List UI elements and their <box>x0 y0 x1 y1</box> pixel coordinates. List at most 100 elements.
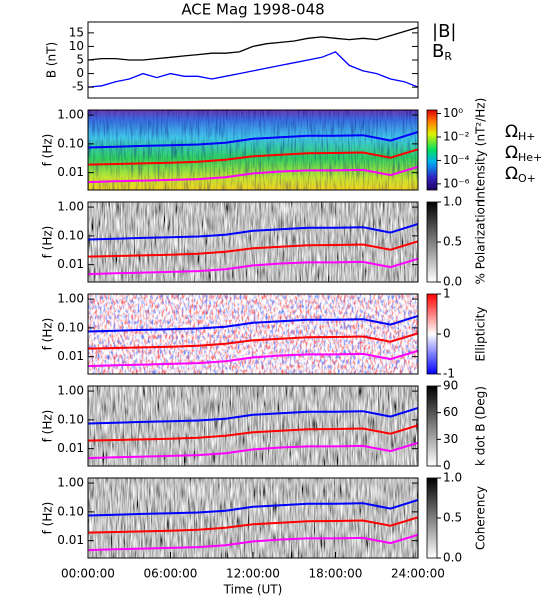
plot-frame <box>87 385 419 467</box>
x-tick-label: 18:00:00 <box>309 567 363 581</box>
gyrofrequency-line <box>88 148 418 166</box>
y-tick-label: 0 <box>76 66 84 80</box>
colorbar-label: % Polarization <box>474 200 488 285</box>
y-tick-label: 15 <box>69 25 84 39</box>
spectrogram-panel: -1 0 1 Ellipticity 1.00 0.10 0.01f (Hz) <box>41 287 488 381</box>
plot-frame <box>87 109 419 191</box>
colorbar-tick-label: 10⁻⁶ <box>443 176 470 190</box>
colorbar <box>426 477 438 559</box>
y-tick-label: 0.01 <box>57 165 84 179</box>
colorbar-tick-label: 0 <box>443 327 451 341</box>
y-axis-label: f (Hz) <box>41 502 55 535</box>
y-tick-label: 0.01 <box>57 441 84 455</box>
gyrofrequency-line <box>88 533 418 552</box>
spectrogram-texture <box>88 202 418 282</box>
y-tick-label: 1.00 <box>57 292 84 306</box>
colorbar <box>426 109 438 191</box>
y-tick-label: 1.00 <box>57 476 84 490</box>
y-tick-label: 0.10 <box>57 228 84 242</box>
y-tick-label: 0.10 <box>57 412 84 426</box>
y-tick-label: -5 <box>72 80 84 94</box>
x-tick-label: 12:00:00 <box>226 567 280 581</box>
colorbar-tick-label: 90 <box>443 379 458 393</box>
y-tick-label: 0.10 <box>57 320 84 334</box>
colorbar <box>426 385 438 467</box>
chart-title: ACE Mag 1998-048 <box>181 1 324 19</box>
y-tick-label: 0.01 <box>57 533 84 547</box>
spectrogram-panel: 10⁰ 10⁻² 10⁻⁴ 10⁻⁶ Intensity (nT²/Hz) ΩH+ΩHe+… <box>41 98 543 203</box>
gyrofrequency-line <box>88 349 418 368</box>
colorbar-label: Intensity (nT²/Hz) <box>474 98 488 203</box>
y-axis-label: B (nT) <box>45 42 59 78</box>
colorbar-label: k dot B (Deg) <box>474 386 488 466</box>
x-axis-label: Time (UT) <box>223 583 283 597</box>
colorbar-tick-label: 10⁻⁴ <box>443 153 470 167</box>
spectrogram-image <box>88 110 418 190</box>
gyrofrequency-line <box>88 498 418 517</box>
colorbar-tick-label: 0.0 <box>443 275 462 289</box>
line <box>88 26 418 61</box>
gyrofrequency-line <box>88 516 418 534</box>
spectrogram-image <box>88 478 418 558</box>
colorbar-tick-label: 60 <box>443 405 458 419</box>
gyrofrequency-line <box>88 257 418 276</box>
spectrogram-panel: 0.0 0.5 1.0 Coherency 1.00 0.10 0.01f (Hz) 00:0… <box>41 471 488 597</box>
y-tick-label: 1.00 <box>57 108 84 122</box>
x-tick-label: 24:00:00 <box>391 567 445 581</box>
legend-label: ΩH+ <box>505 122 536 143</box>
spectrogram-panel: 0.0 0.5 1.0 % Polarization 1.00 0.10 0.01f (Hz… <box>41 195 488 289</box>
gyrofrequency-line <box>88 222 418 241</box>
legend-label: ΩHe+ <box>505 143 542 164</box>
spectrogram-image <box>88 294 418 374</box>
colorbar <box>426 201 438 283</box>
spectrogram-texture <box>88 478 418 558</box>
y-tick-label: 1.00 <box>57 384 84 398</box>
gyrofrequency-line <box>88 240 418 258</box>
spectrogram-texture <box>88 110 418 190</box>
spectrogram-image <box>88 202 418 282</box>
y-tick-label: 0.01 <box>57 349 84 363</box>
colorbar-tick-label: 1 <box>443 287 451 301</box>
plot-frame <box>87 201 419 283</box>
colorbar-tick-label: 0.5 <box>443 235 462 249</box>
y-tick-label: 0.01 <box>57 257 84 271</box>
y-tick-label: 10 <box>69 39 84 53</box>
colorbar-label: Ellipticity <box>474 307 488 362</box>
colorbar-tick-label: 0.0 <box>443 551 462 565</box>
gyrofrequency-line <box>88 165 418 184</box>
y-tick-label: 5 <box>76 53 84 67</box>
x-tick-label: 06:00:00 <box>144 567 198 581</box>
spectrogram-image <box>88 386 418 466</box>
line <box>88 51 418 88</box>
gyrofrequency-line <box>88 130 418 149</box>
colorbar-label: Coherency <box>474 486 488 550</box>
colorbar <box>426 293 438 375</box>
legend-label: ΩO+ <box>505 164 536 185</box>
colorbar-tick-label: 10⁰ <box>443 106 463 120</box>
y-axis-label: f (Hz) <box>41 318 55 351</box>
legend-label: |B| <box>432 21 456 42</box>
colorbar-tick-label: 1.0 <box>443 195 462 209</box>
colorbar-tick-label: 30 <box>443 432 458 446</box>
gyrofrequency-line <box>88 314 418 333</box>
gyrofrequency-line <box>88 424 418 442</box>
y-axis-label: f (Hz) <box>41 134 55 167</box>
colorbar-tick-label: 10⁻² <box>443 129 470 143</box>
spectrogram-panel: 0 30 60 90 k dot B (Deg) 1.00 0.10 0.01f (Hz) <box>41 379 488 473</box>
spectrogram-texture <box>88 294 418 374</box>
gyrofrequency-line <box>88 332 418 350</box>
legend-label: BR <box>432 41 452 63</box>
colorbar-tick-label: -1 <box>443 367 455 381</box>
y-tick-label: 1.00 <box>57 200 84 214</box>
colorbar-tick-label: 0.5 <box>443 511 462 525</box>
colorbar-tick-label: 1.0 <box>443 471 462 485</box>
y-tick-label: 0.10 <box>57 504 84 518</box>
y-axis-label: f (Hz) <box>41 226 55 259</box>
spectrogram-texture <box>88 386 418 466</box>
y-axis-label: f (Hz) <box>41 410 55 443</box>
y-tick-label: 0.10 <box>57 136 84 150</box>
gyrofrequency-line <box>88 441 418 460</box>
colorbar-tick-label: 0 <box>443 459 451 473</box>
